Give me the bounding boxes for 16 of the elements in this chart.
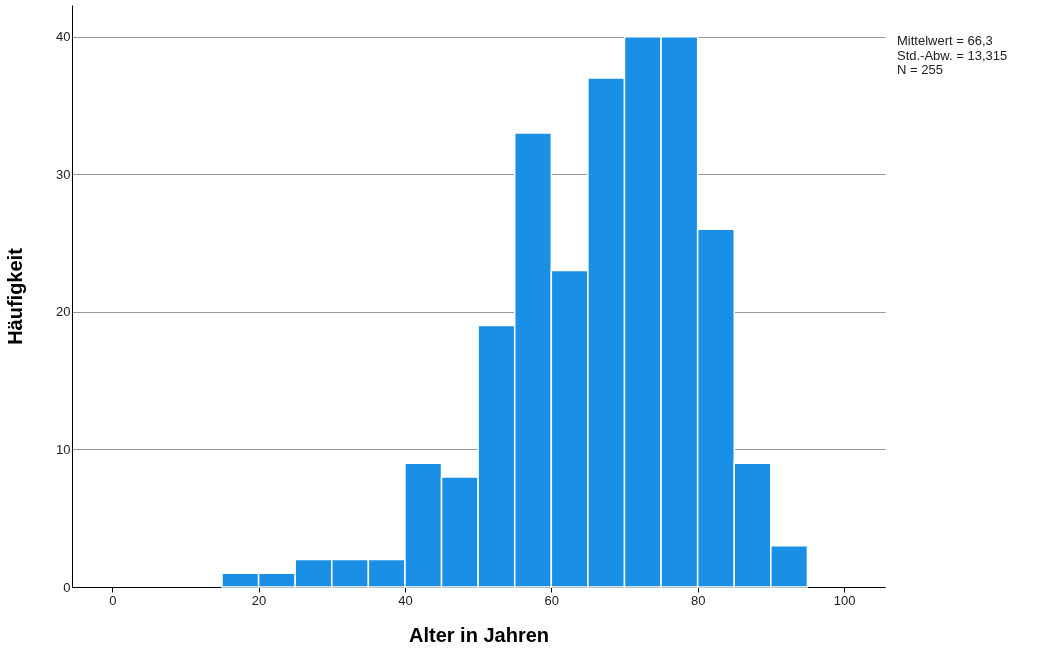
x-tick-label: 60	[544, 592, 560, 608]
y-tick-label: 20	[56, 304, 71, 320]
text: Mittelwert = 66,3	[897, 33, 993, 48]
y-tick-label: 30	[56, 166, 71, 182]
x-tick-label: 80	[690, 592, 706, 608]
x-tick-label: 100	[833, 592, 856, 608]
x-tick-label: 20	[251, 592, 267, 608]
x-axis-title: Alter in Jahren	[408, 623, 550, 646]
x-tick-label: 0	[109, 592, 117, 608]
x-tick-label: 40	[398, 592, 413, 608]
y-tick-label: 40	[56, 29, 71, 45]
text: Std.-Abw. = 13,315	[897, 47, 1008, 63]
y-tick-label: 10	[56, 441, 71, 457]
y-tick-label: 0	[63, 579, 71, 595]
y-axis-title: Häufigkeit	[4, 247, 27, 345]
text: N = 255	[897, 62, 943, 77]
